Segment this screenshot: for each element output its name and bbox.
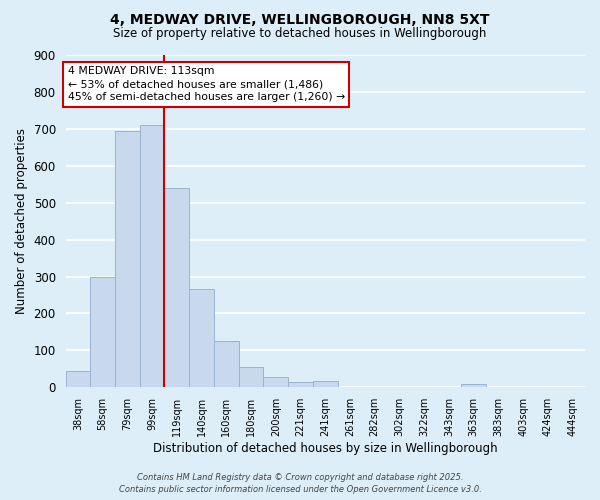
Bar	[164, 188, 189, 388]
Text: Size of property relative to detached houses in Wellingborough: Size of property relative to detached ho…	[113, 28, 487, 40]
Bar	[560, 386, 585, 388]
Bar	[115, 130, 140, 388]
Bar	[362, 386, 387, 388]
Bar	[239, 367, 263, 388]
Bar	[461, 384, 486, 388]
Text: 4 MEDWAY DRIVE: 113sqm
← 53% of detached houses are smaller (1,486)
45% of semi-: 4 MEDWAY DRIVE: 113sqm ← 53% of detached…	[68, 66, 345, 102]
Bar	[214, 341, 239, 388]
X-axis label: Distribution of detached houses by size in Wellingborough: Distribution of detached houses by size …	[153, 442, 497, 455]
Bar	[140, 125, 164, 388]
Bar	[263, 377, 288, 388]
Bar	[90, 276, 115, 388]
Bar	[189, 290, 214, 388]
Bar	[338, 386, 362, 388]
Bar	[288, 382, 313, 388]
Y-axis label: Number of detached properties: Number of detached properties	[15, 128, 28, 314]
Text: 4, MEDWAY DRIVE, WELLINGBOROUGH, NN8 5XT: 4, MEDWAY DRIVE, WELLINGBOROUGH, NN8 5XT	[110, 12, 490, 26]
Text: Contains HM Land Registry data © Crown copyright and database right 2025.
Contai: Contains HM Land Registry data © Crown c…	[119, 472, 481, 494]
Bar	[313, 380, 338, 388]
Bar	[65, 370, 90, 388]
